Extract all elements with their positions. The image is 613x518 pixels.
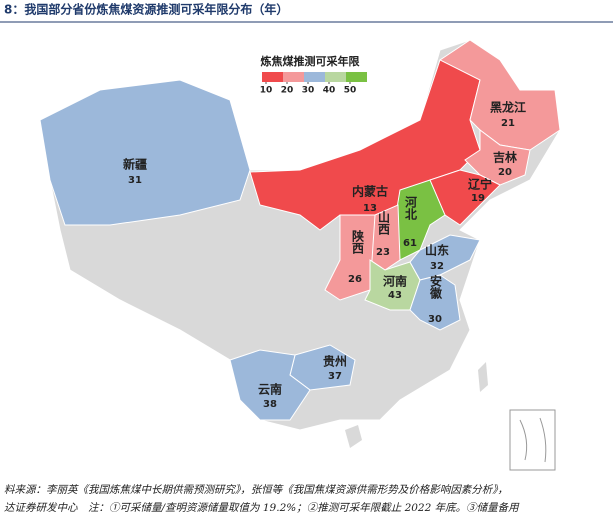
province-name: 云南	[258, 382, 282, 397]
province-name: 贵州	[323, 354, 347, 369]
province-name: 安徽	[429, 274, 443, 300]
province-value: 37	[328, 371, 342, 382]
province	[39, 79, 251, 226]
legend-tick-label: 20	[281, 86, 294, 96]
legend-swatch	[304, 72, 325, 82]
province-name: 河南	[382, 274, 407, 289]
province-name: 吉林	[493, 150, 517, 165]
legend-swatch	[283, 72, 304, 82]
province-value: 38	[263, 399, 277, 410]
province-value: 32	[430, 261, 444, 272]
province	[409, 234, 481, 281]
province	[324, 214, 376, 301]
province	[229, 349, 311, 421]
province-value: 30	[428, 314, 442, 325]
legend-swatch	[325, 72, 346, 82]
legend-tick-label: 50	[344, 86, 357, 96]
province-name: 内蒙古	[352, 184, 388, 199]
province-name: 新疆	[123, 157, 147, 172]
province-value: 31	[128, 175, 142, 186]
province-value: 23	[376, 247, 390, 258]
province-name: 山西	[377, 210, 391, 236]
province-name: 黑龙江	[490, 100, 526, 115]
province-value: 13	[363, 203, 377, 214]
legend-tick-label: 30	[302, 86, 315, 96]
legend-swatch	[262, 72, 283, 82]
south-sea-inset	[509, 409, 556, 471]
province-value: 21	[501, 118, 515, 129]
province-name: 辽宁	[468, 177, 492, 192]
province-name: 陕西	[351, 229, 365, 255]
province-name: 山东	[425, 243, 449, 258]
province-value: 61	[403, 238, 417, 249]
province-value: 19	[471, 193, 485, 204]
legend-swatch	[346, 72, 367, 82]
province-name: 河北	[404, 195, 418, 221]
legend-title: 炼焦煤推测可采年限	[261, 54, 360, 68]
inset-lines	[519, 417, 547, 463]
source-line: 料来源：李丽英《我国炼焦煤中长期供需预测研究》，张恒等《我国焦煤资源供需形势及价…	[4, 484, 508, 496]
figure-title: 8：我国部分省份炼焦煤资源推测可采年限分布（年）	[4, 2, 288, 17]
province-value: 43	[388, 290, 402, 301]
legend: 炼焦煤推测可采年限 10 20 30 40 50	[260, 54, 367, 96]
province-value: 26	[348, 274, 362, 285]
province-value: 20	[498, 167, 512, 178]
hainan	[345, 425, 362, 448]
province	[409, 274, 461, 331]
legend-tick-label: 40	[323, 86, 336, 96]
legend-tick-label: 10	[260, 86, 273, 96]
province	[439, 39, 561, 151]
note-line: 达证券研发中心 注：①可采储量/查明资源储量取值为 19.2%；②推测可采年限截…	[4, 502, 520, 514]
taiwan	[478, 362, 488, 392]
